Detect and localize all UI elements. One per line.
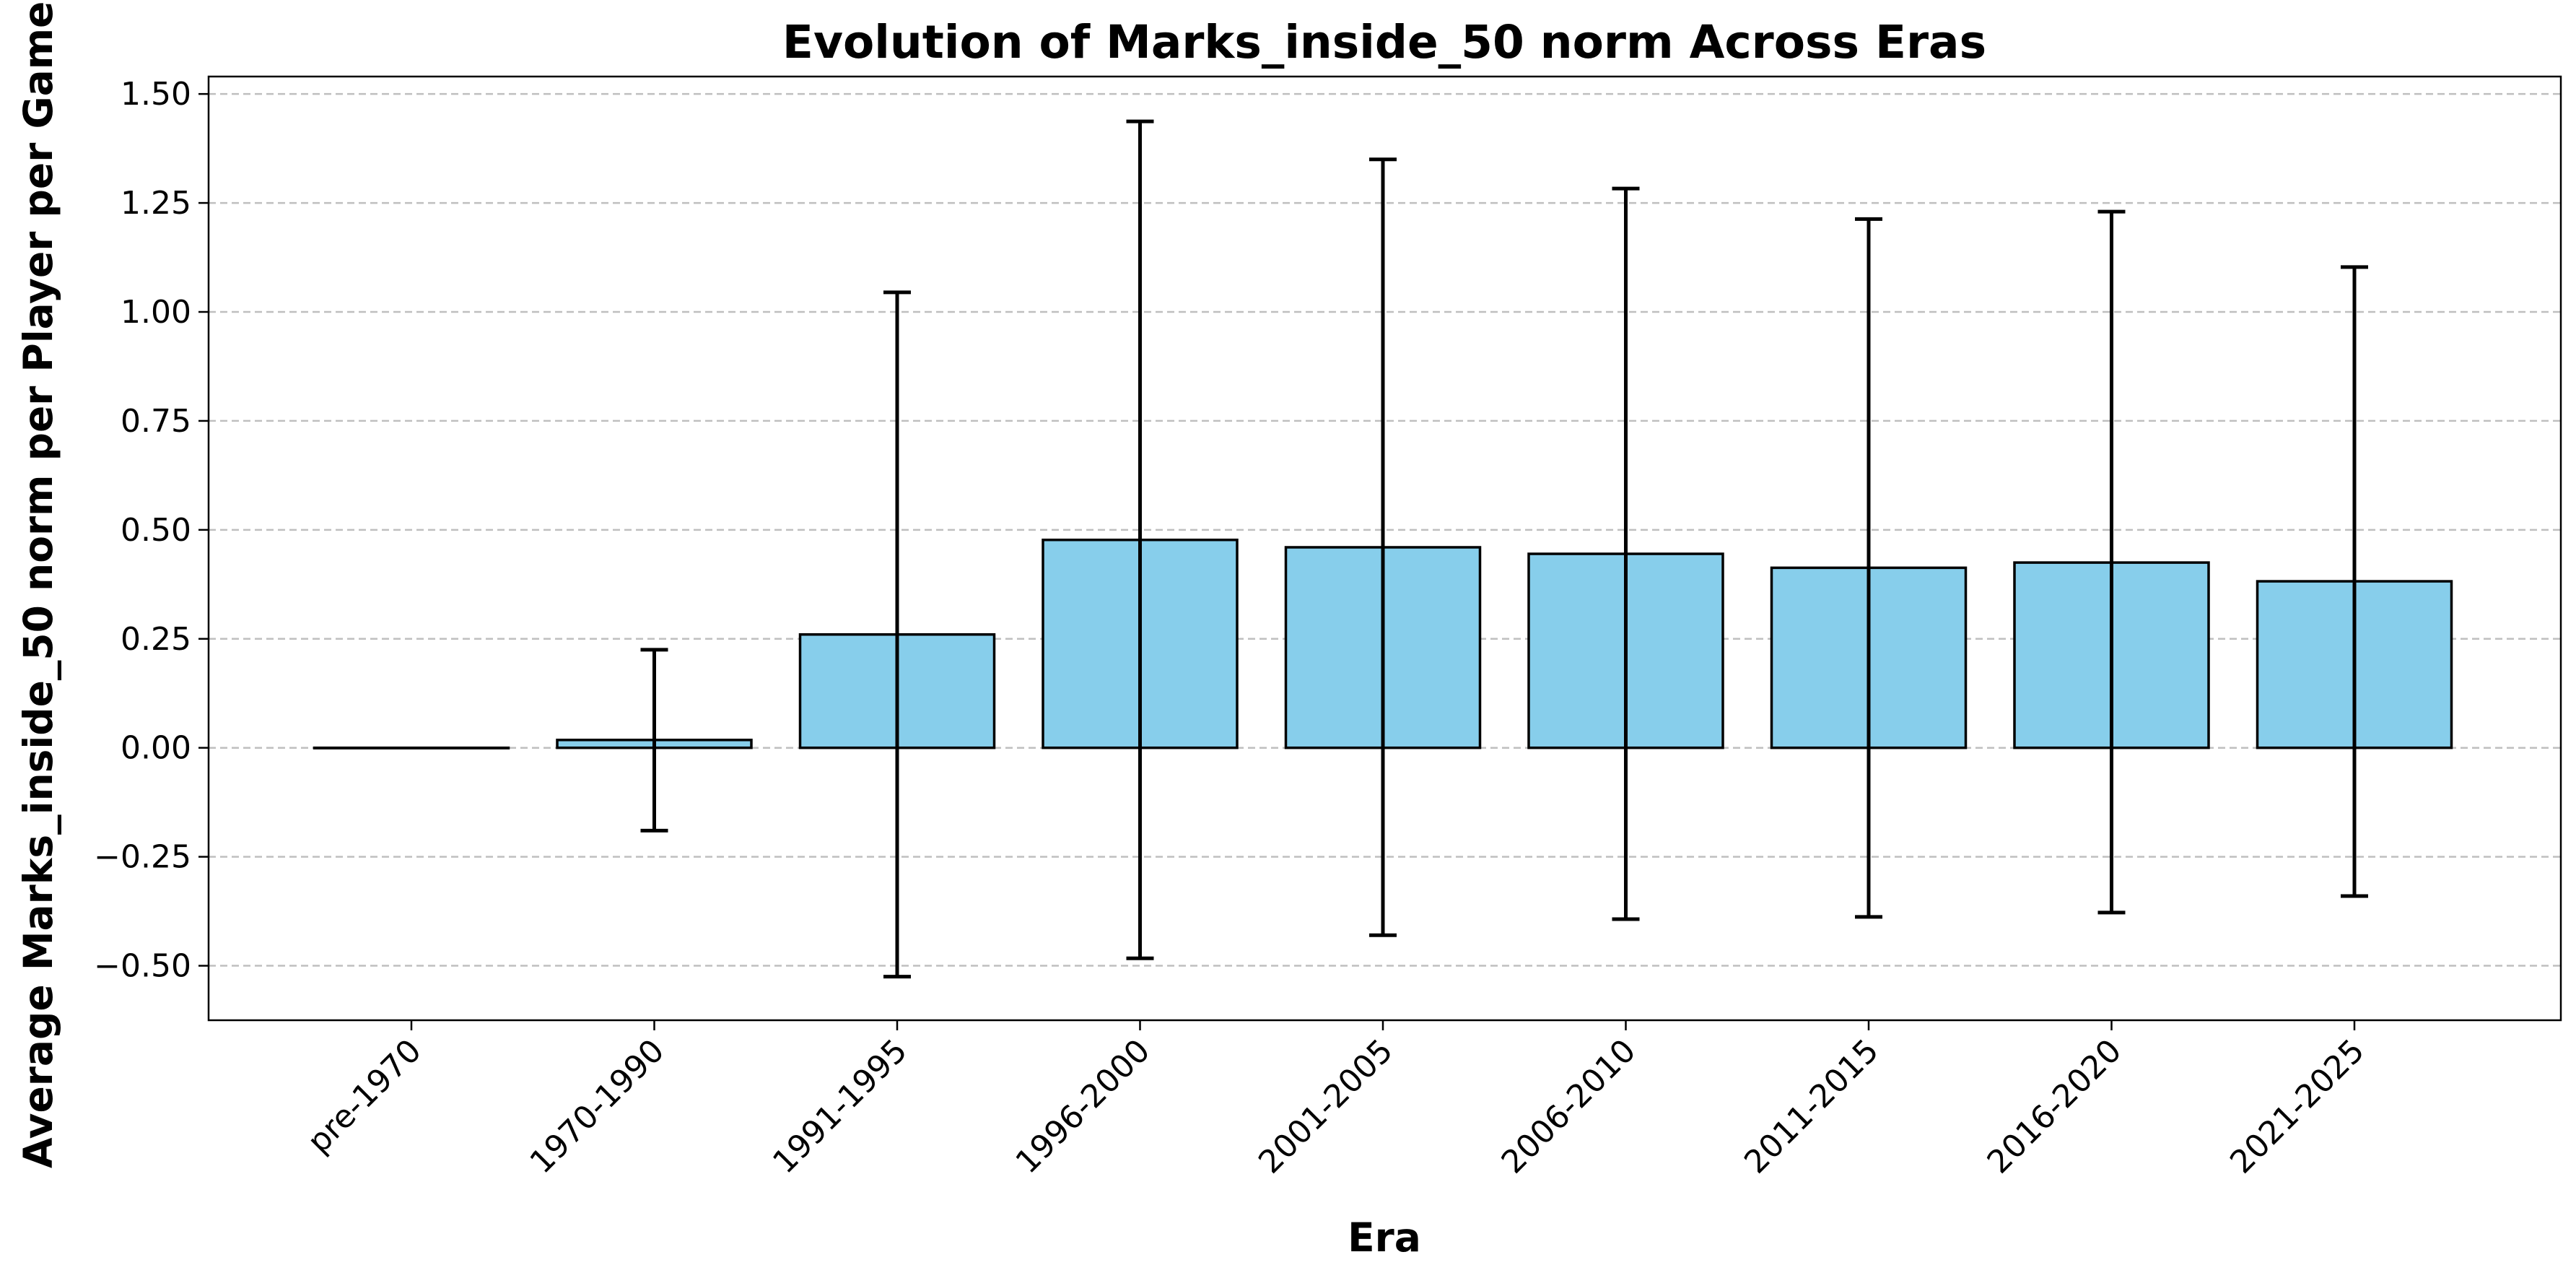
y-axis-label: Average Marks_inside_50 norm per Player …	[15, 1, 61, 1168]
bar	[313, 746, 510, 749]
y-axis: −0.50 −0.25 0.00 0.25 0.50 0.75 1.00 1.25 1.50	[94, 76, 209, 985]
plot-frame	[207, 75, 2562, 1022]
y-tick-label: 0.50	[121, 512, 191, 549]
y-tick-label: 0.00	[121, 730, 191, 767]
y-tick-label: 0.75	[121, 403, 191, 440]
x-axis-label: Era	[1348, 1214, 1421, 1261]
error-layer	[640, 119, 2368, 979]
y-tick-label: 1.50	[121, 76, 191, 113]
y-tick-label: 1.00	[121, 294, 191, 331]
y-tick-label: −0.50	[94, 948, 191, 985]
y-tick-label: 1.25	[121, 185, 191, 222]
y-tick-label: −0.25	[94, 839, 191, 876]
y-tick-label: 0.25	[121, 621, 191, 658]
chart-title: Evolution of Marks_inside_50 norm Across…	[782, 16, 1986, 69]
